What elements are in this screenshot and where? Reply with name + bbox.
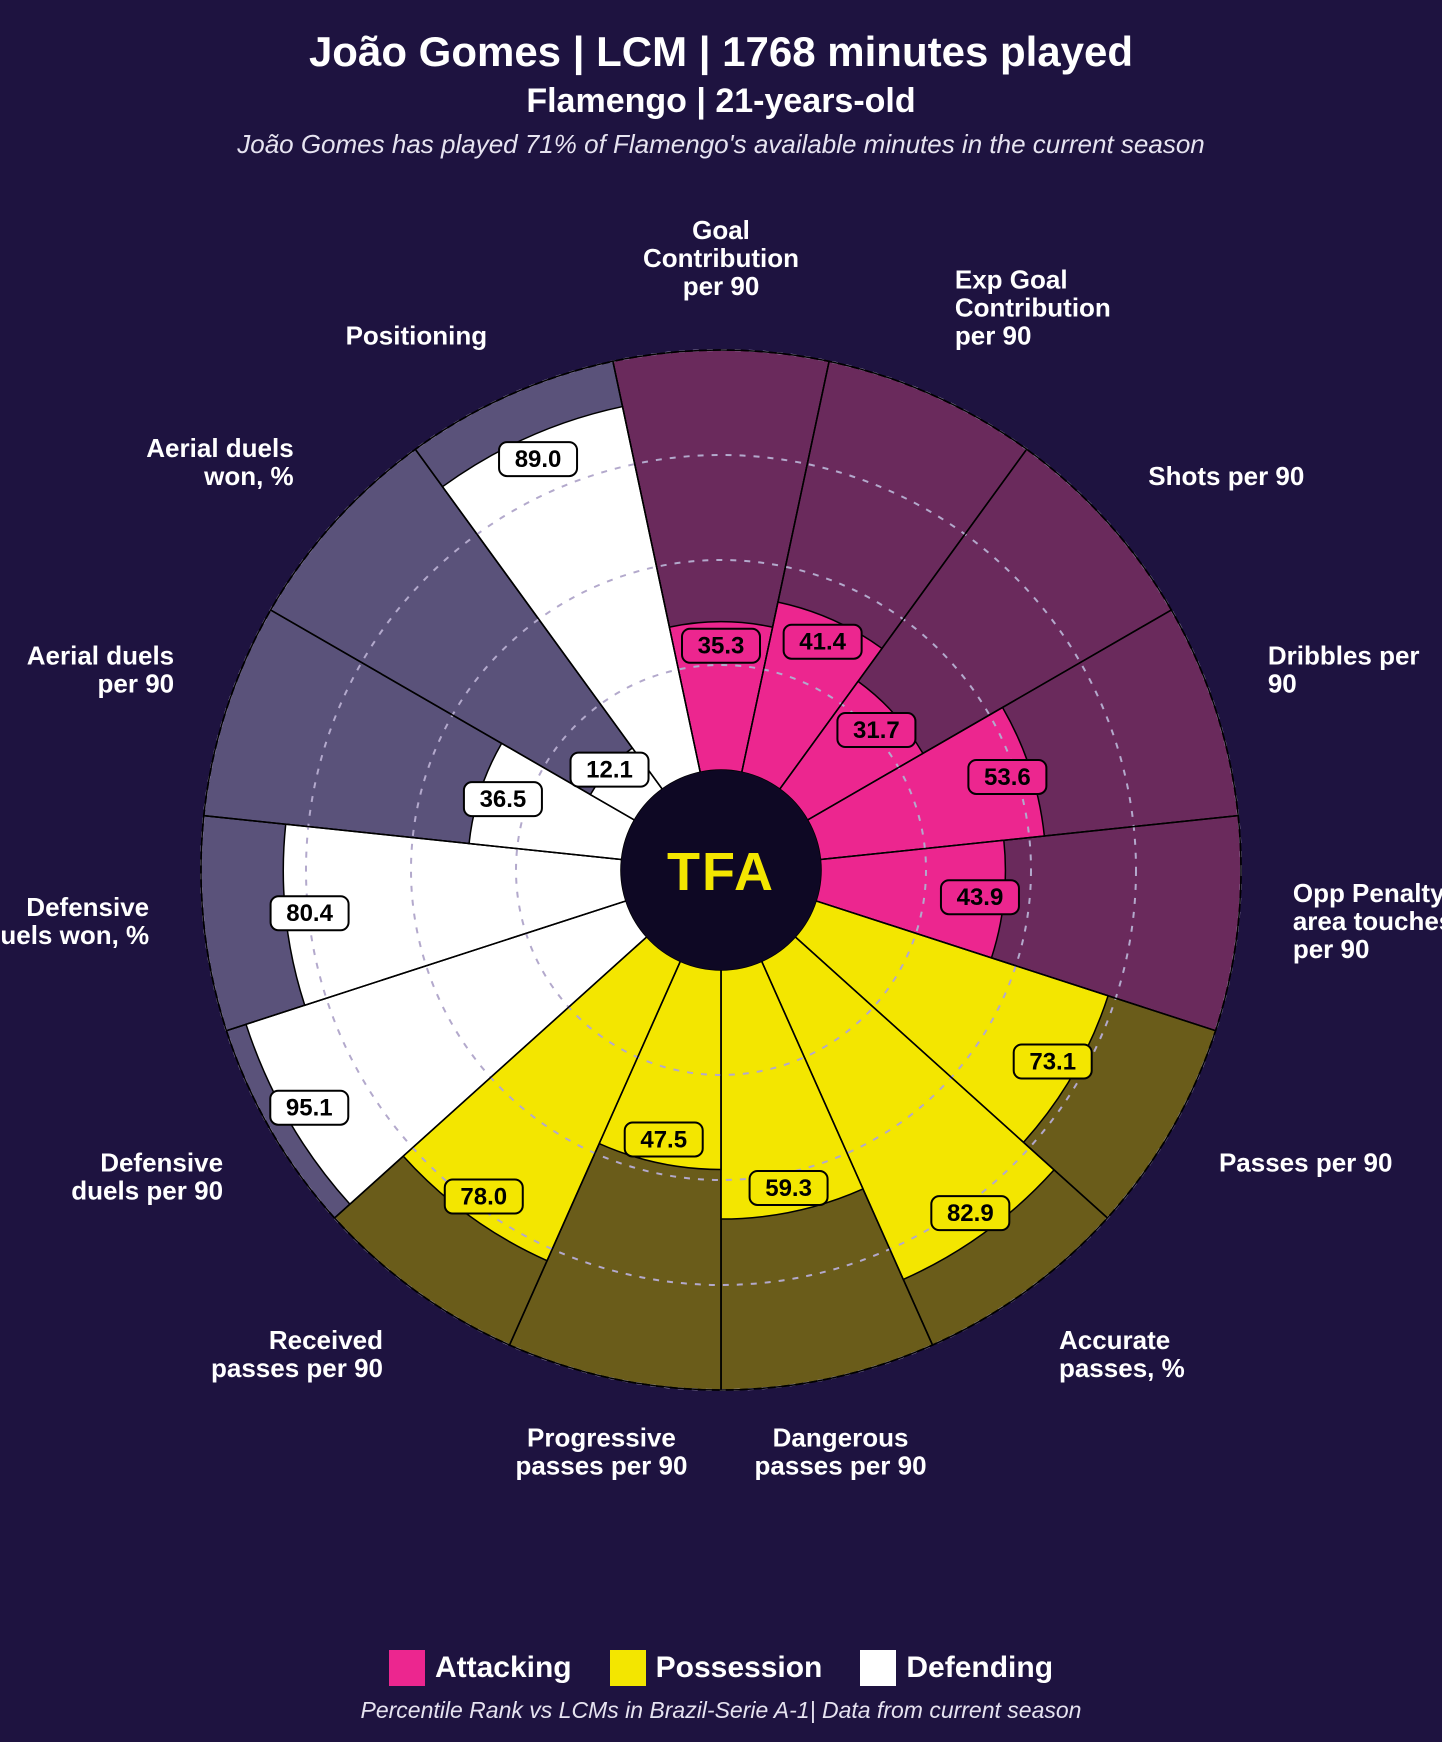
metric-label-group: Progressivepasses per 90 — [515, 1422, 687, 1480]
metric-label-group: Opp Penaltyarea touchesper 90 — [1293, 878, 1442, 964]
metric-label-group: Defensiveduels per 90 — [71, 1148, 223, 1206]
value-label: 12.1 — [571, 753, 649, 787]
metric-label: duels won, % — [0, 920, 149, 950]
metric-label-group: Shots per 90 — [1148, 461, 1304, 491]
metric-label: Goal — [692, 215, 750, 245]
svg-text:47.5: 47.5 — [640, 1126, 687, 1153]
metric-label: Contribution — [643, 243, 799, 273]
metric-label-group: Accuratepasses, % — [1059, 1325, 1185, 1383]
svg-text:78.0: 78.0 — [460, 1184, 507, 1211]
value-label: 95.1 — [270, 1091, 348, 1125]
svg-text:95.1: 95.1 — [286, 1095, 333, 1122]
metric-label: area touches — [1293, 906, 1442, 936]
metric-label: per 90 — [955, 321, 1032, 351]
metric-label: Defensive — [100, 1148, 223, 1178]
metric-label: won, % — [203, 461, 294, 491]
value-label: 80.4 — [271, 896, 349, 930]
metric-label: Aerial duels — [146, 433, 293, 463]
metric-label-group: Defensiveduels won, % — [0, 892, 149, 950]
metric-label: passes per 90 — [755, 1450, 927, 1480]
metric-label: passes per 90 — [515, 1450, 687, 1480]
metric-label-group: Receivedpasses per 90 — [211, 1325, 383, 1383]
center-logo-text: TFA — [667, 842, 775, 902]
chart-header: João Gomes | LCM | 1768 minutes played F… — [0, 0, 1442, 160]
metric-label-group: GoalContributionper 90 — [643, 215, 799, 301]
metric-label: 90 — [1268, 668, 1297, 698]
metric-label: Received — [269, 1325, 383, 1355]
value-label: 36.5 — [464, 782, 542, 816]
value-label: 47.5 — [625, 1122, 703, 1156]
metric-label-group: Exp GoalContributionper 90 — [955, 265, 1111, 351]
value-label: 53.6 — [968, 760, 1046, 794]
metric-label: Passes per 90 — [1219, 1148, 1392, 1178]
value-label: 73.1 — [1014, 1045, 1092, 1079]
svg-text:12.1: 12.1 — [586, 757, 633, 784]
chart-container: João Gomes | LCM | 1768 minutes played F… — [0, 0, 1442, 1742]
metric-label: per 90 — [1293, 934, 1370, 964]
value-label: 31.7 — [837, 713, 915, 747]
legend-item-attacking: Attacking — [389, 1650, 572, 1686]
metric-label: Dangerous — [773, 1422, 909, 1452]
metric-label: passes per 90 — [211, 1353, 383, 1383]
metric-label: Contribution — [955, 293, 1111, 323]
svg-text:35.3: 35.3 — [698, 633, 745, 660]
metric-label: per 90 — [98, 668, 175, 698]
metric-label: Aerial duels — [27, 640, 174, 670]
metric-label-group: Aerial duelsper 90 — [27, 640, 174, 698]
legend-label: Defending — [906, 1651, 1053, 1685]
svg-text:59.3: 59.3 — [765, 1175, 812, 1202]
metric-label: Shots per 90 — [1148, 461, 1304, 491]
svg-text:43.9: 43.9 — [957, 884, 1004, 911]
chart-subtitle: Flamengo | 21-years-old — [0, 82, 1442, 121]
legend-swatch — [610, 1650, 646, 1686]
value-label: 82.9 — [931, 1196, 1009, 1230]
svg-text:80.4: 80.4 — [286, 900, 333, 927]
value-label: 43.9 — [941, 880, 1019, 914]
metric-label-group: Dribbles per90 — [1268, 640, 1420, 698]
legend-item-possession: Possession — [610, 1650, 823, 1686]
metric-label-group: Positioning — [346, 321, 488, 351]
legend-swatch — [860, 1650, 896, 1686]
value-label: 78.0 — [445, 1180, 523, 1214]
metric-label: Progressive — [527, 1422, 676, 1452]
metric-label-group: Aerial duelswon, % — [146, 433, 293, 491]
chart-footer: Percentile Rank vs LCMs in Brazil-Serie … — [0, 1697, 1442, 1724]
metric-label: Opp Penalty — [1293, 878, 1442, 908]
svg-text:53.6: 53.6 — [984, 764, 1031, 791]
legend-item-defending: Defending — [860, 1650, 1053, 1686]
chart-title: João Gomes | LCM | 1768 minutes played — [0, 28, 1442, 76]
metric-label: Accurate — [1059, 1325, 1170, 1355]
value-label: 59.3 — [750, 1171, 828, 1205]
legend-label: Possession — [656, 1651, 823, 1685]
svg-text:73.1: 73.1 — [1029, 1049, 1076, 1076]
chart-legend: Attacking Possession Defending — [0, 1650, 1442, 1686]
metric-label: Exp Goal — [955, 265, 1068, 295]
value-label: 41.4 — [784, 625, 862, 659]
polar-bar-chart: 35.3 41.4 31.7 53.6 43.9 73.1 82.9 59.3 47.5 78.0… — [0, 160, 1442, 1540]
value-label: 89.0 — [499, 442, 577, 476]
metric-label-group: Passes per 90 — [1219, 1148, 1392, 1178]
svg-text:82.9: 82.9 — [947, 1200, 994, 1227]
metric-label: duels per 90 — [71, 1176, 223, 1206]
metric-label: Positioning — [346, 321, 488, 351]
value-label: 35.3 — [682, 629, 760, 663]
legend-swatch — [389, 1650, 425, 1686]
svg-text:31.7: 31.7 — [853, 717, 900, 744]
svg-text:36.5: 36.5 — [480, 786, 527, 813]
metric-label: per 90 — [683, 271, 760, 301]
svg-text:89.0: 89.0 — [515, 446, 562, 473]
svg-text:41.4: 41.4 — [799, 629, 846, 656]
chart-note: João Gomes has played 71% of Flamengo's … — [0, 129, 1442, 160]
metric-label-group: Dangerouspasses per 90 — [755, 1422, 927, 1480]
metric-label: passes, % — [1059, 1353, 1185, 1383]
metric-label: Defensive — [26, 892, 149, 922]
legend-label: Attacking — [435, 1651, 572, 1685]
metric-label: Dribbles per — [1268, 640, 1420, 670]
